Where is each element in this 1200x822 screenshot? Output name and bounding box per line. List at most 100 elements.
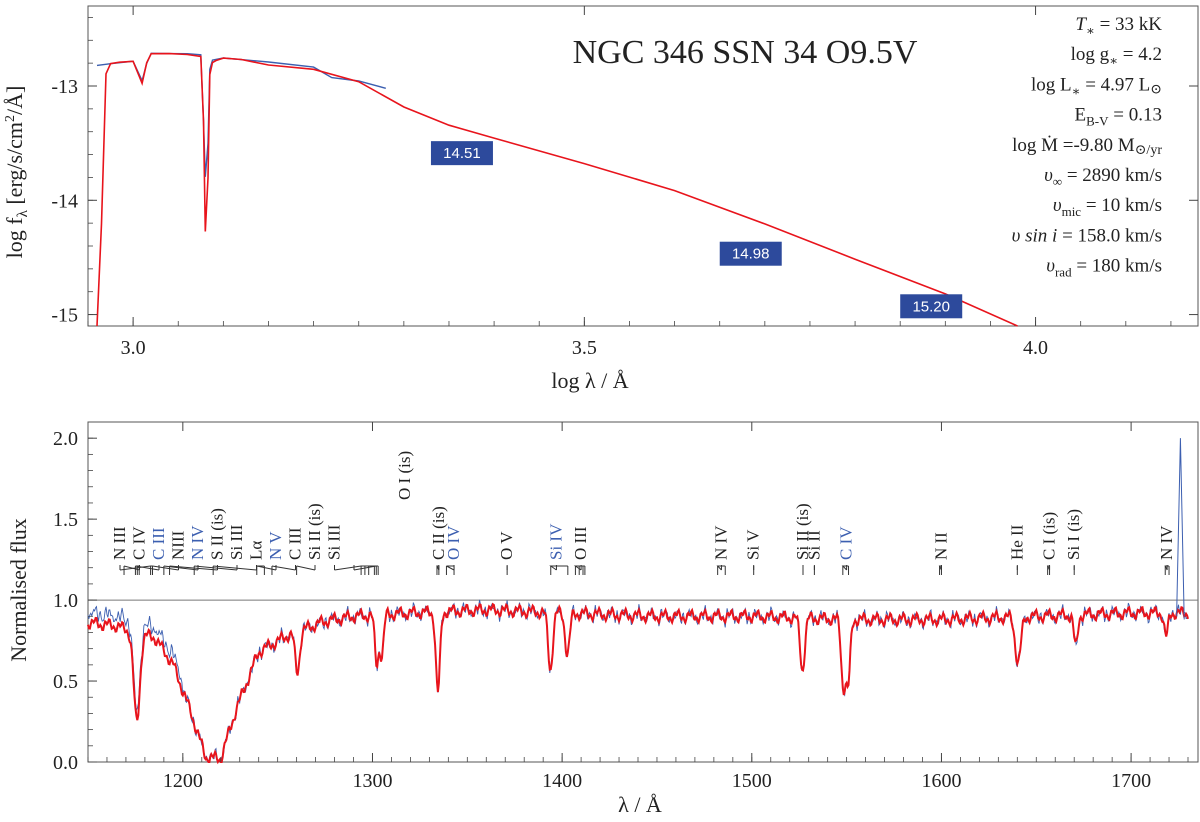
line-identification: Si IV [546,523,569,575]
line-id-connector [213,565,257,571]
bottom-plot-frame [87,421,1199,763]
top-panel: 3.0 3.5 4.0 -15 -14 -13 14.51 14.98 15.20 NGC 3… [2,5,1199,393]
line-identification: O III [571,526,590,575]
line-identification: C III [271,527,305,575]
stellar-parameter: υmic = 10 km/s [1053,195,1162,219]
line-id-label: C III [286,527,305,560]
line-identification: Si II [804,530,823,575]
top-y-axis-label: log fλ [erg/s/cm2/Å] [2,86,31,259]
line-id-label: Si II (is) [305,503,324,560]
chart-title: NGC 346 SSN 34 O9.5V [573,34,918,71]
line-identification: Si III [325,524,379,575]
stellar-parameter: log Ṁ =-9.80 M⊙/yr [1012,135,1162,158]
line-id-label: He II [1007,524,1026,560]
photometry-badge-label: 15.20 [912,298,950,315]
line-identification: Si III [193,524,246,575]
bottom-x-tick-label: 1700 [1111,770,1151,792]
line-id-label: C I (is) [1040,512,1059,560]
line-id-connector [256,565,277,571]
top-x-tick-label: 3.0 [121,337,146,359]
line-id-connector [271,565,296,571]
bottom-x-axis-label: λ / Å [618,792,662,817]
line-id-connector [169,565,218,571]
top-x-tick-label: 4.0 [1023,337,1048,359]
top-x-axis-label: log λ / Å [551,368,628,393]
stellar-parameter: υ sin i = 158.0 km/s [1012,225,1162,246]
line-id-connector [353,565,377,571]
line-id-connector [1164,565,1170,571]
line-identification: S II (is) [169,508,227,575]
top-y-tick-label: -13 [51,76,78,98]
line-id-label: O V [497,531,516,560]
line-id-connector [1046,565,1051,571]
photometry-badge-label: 14.98 [732,246,770,263]
line-id-label: C IV [130,526,149,560]
line-id-label: Si V [744,529,763,560]
photometry-badge-box [430,141,493,166]
line-identification: O I (is) [353,451,414,575]
bottom-x-tick-label: 1500 [732,770,772,792]
line-id-label: N IV [1157,525,1176,560]
line-id-connector [296,565,316,571]
photometry-badge-box [719,241,782,266]
photometry-badge-label: 14.51 [443,145,481,162]
bottom-panel: N III C IV C III NIII N IV S II (is) Si III Lα N… [6,421,1199,817]
line-identification: He II [1007,524,1026,575]
line-id-connector [716,565,726,571]
line-identification: O IV [444,525,463,575]
top-y-tick-label: -14 [51,190,78,212]
top-y-tick-label: -15 [51,305,78,327]
line-id-connector [436,565,440,571]
line-id-connector [334,565,379,571]
line-identification: N V [256,531,285,575]
stellar-parameter: log g∗ = 4.2 [1071,44,1162,68]
bottom-y-tick-label: 0.0 [53,752,78,774]
line-id-connector [573,565,585,571]
line-id-label: Lα [247,541,266,560]
line-id-connector [841,565,849,571]
line-identification: N IV [1157,525,1176,575]
line-id-label: N III [110,526,129,560]
line-id-label: Si II (is) [793,503,812,560]
line-id-label: N V [266,531,285,560]
line-identification: N IV [711,525,730,575]
bottom-model-spectrum-line [87,602,1189,765]
line-identification: C IV [837,526,856,575]
line-identification: O V [497,531,516,575]
line-id-label: O IV [444,525,463,560]
line-id-label: Si III [227,524,246,560]
line-identification: N IV [163,525,207,575]
line-id-connector [194,565,238,571]
stellar-parameter: EB-V = 0.13 [1075,105,1162,129]
bottom-y-axis-label: Normalised flux [6,518,31,662]
line-id-connector [119,565,153,571]
line-id-connector [446,565,455,571]
bottom-x-tick-label: 1300 [352,770,392,792]
line-id-label: C II (is) [429,506,448,560]
line-id-label: C IV [837,526,856,560]
photometry-badge-box [900,294,963,319]
line-id-label: O III [571,526,590,560]
top-model-spectrum-line [96,52,1018,327]
stellar-parameter: log L∗ = 4.97 L⊙ [1031,74,1162,98]
line-id-label: Si I (is) [1064,509,1083,560]
line-identification: Si V [744,529,763,575]
line-id-label: NIII [169,530,188,560]
line-id-label: N IV [711,525,730,560]
stellar-parameter: T∗ = 33 kK [1075,14,1162,38]
photometry-badge: 15.20 [900,294,963,319]
stellar-parameter: υrad = 180 km/s [1046,256,1162,280]
bottom-y-tick-label: 1.0 [53,590,78,612]
bottom-y-tick-label: 0.5 [53,671,78,693]
bottom-x-tick-label: 1400 [542,770,582,792]
line-identification: N II [931,532,950,575]
line-id-label: C III [149,527,168,560]
line-id-label: N II [931,532,950,560]
line-identification: C II (is) [429,506,448,575]
top-observed-spectrum-line [96,52,386,177]
line-id-connector [938,565,942,571]
bottom-y-tick-label: 1.5 [53,509,78,531]
line-identification: Si II (is) [296,503,324,575]
line-identification: Si II (is) [793,503,812,575]
